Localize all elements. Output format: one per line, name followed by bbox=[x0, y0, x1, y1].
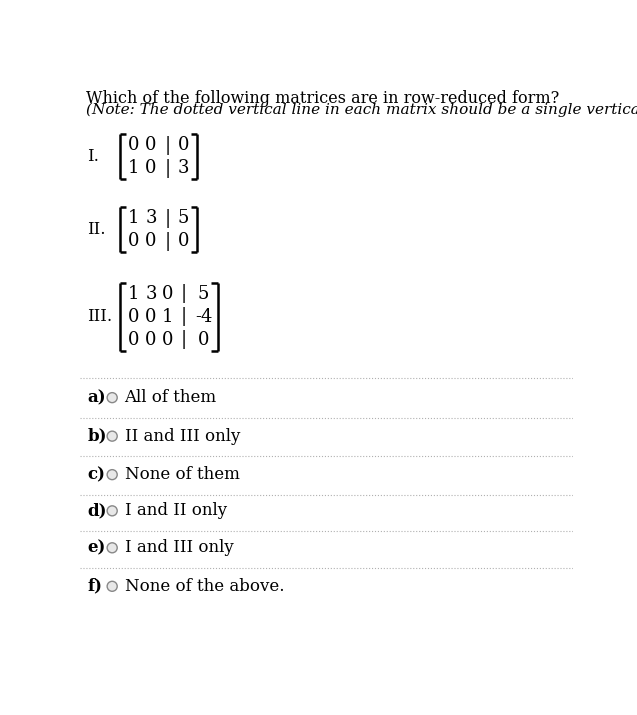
Text: 0: 0 bbox=[145, 331, 157, 349]
Text: None of them: None of them bbox=[125, 466, 240, 483]
Text: |: | bbox=[180, 284, 187, 303]
Text: 3: 3 bbox=[145, 285, 157, 302]
Text: 0: 0 bbox=[198, 331, 210, 349]
Text: I and II only: I and II only bbox=[125, 503, 227, 519]
Circle shape bbox=[107, 470, 117, 480]
Text: 0: 0 bbox=[128, 232, 140, 250]
Text: 0: 0 bbox=[128, 307, 140, 326]
Text: 0: 0 bbox=[128, 331, 140, 349]
Text: Which of the following matrices are in row-reduced form?: Which of the following matrices are in r… bbox=[86, 89, 559, 107]
Circle shape bbox=[107, 393, 117, 403]
Text: |: | bbox=[165, 159, 171, 178]
Text: 0: 0 bbox=[145, 232, 157, 250]
Text: 0: 0 bbox=[145, 307, 157, 326]
Text: 0: 0 bbox=[145, 159, 157, 177]
Circle shape bbox=[107, 543, 117, 553]
Text: |: | bbox=[165, 232, 171, 251]
Text: All of them: All of them bbox=[125, 389, 217, 406]
Text: c): c) bbox=[87, 466, 105, 483]
Text: |: | bbox=[165, 136, 171, 154]
Text: 1: 1 bbox=[162, 307, 174, 326]
Text: I.: I. bbox=[87, 148, 99, 165]
Text: 1: 1 bbox=[128, 209, 140, 227]
Circle shape bbox=[107, 581, 117, 591]
Text: 5: 5 bbox=[178, 209, 189, 227]
Text: 0: 0 bbox=[162, 285, 174, 302]
Text: 0: 0 bbox=[162, 331, 174, 349]
Text: 3: 3 bbox=[145, 209, 157, 227]
Text: 1: 1 bbox=[128, 159, 140, 177]
Text: 3: 3 bbox=[178, 159, 189, 177]
Text: b): b) bbox=[87, 428, 107, 445]
Text: II.: II. bbox=[87, 221, 106, 238]
Circle shape bbox=[107, 506, 117, 516]
Text: 1: 1 bbox=[128, 285, 140, 302]
Text: |: | bbox=[180, 330, 187, 350]
Text: 0: 0 bbox=[128, 136, 140, 154]
Text: I and III only: I and III only bbox=[125, 539, 233, 556]
Text: (Note: The dotted vertical line in each matrix should be a single vertical line.: (Note: The dotted vertical line in each … bbox=[86, 103, 637, 117]
Text: II and III only: II and III only bbox=[125, 428, 240, 445]
Text: None of the above.: None of the above. bbox=[125, 578, 284, 595]
Circle shape bbox=[107, 431, 117, 441]
Text: a): a) bbox=[87, 389, 106, 406]
Text: e): e) bbox=[87, 539, 106, 556]
Text: 0: 0 bbox=[178, 232, 189, 250]
Text: |: | bbox=[165, 209, 171, 228]
Text: 0: 0 bbox=[178, 136, 189, 154]
Text: 5: 5 bbox=[198, 285, 210, 302]
Text: d): d) bbox=[87, 503, 107, 519]
Text: -4: -4 bbox=[195, 307, 212, 326]
Text: |: | bbox=[180, 307, 187, 326]
Text: 0: 0 bbox=[145, 136, 157, 154]
Text: f): f) bbox=[87, 578, 103, 595]
Text: III.: III. bbox=[87, 308, 113, 325]
